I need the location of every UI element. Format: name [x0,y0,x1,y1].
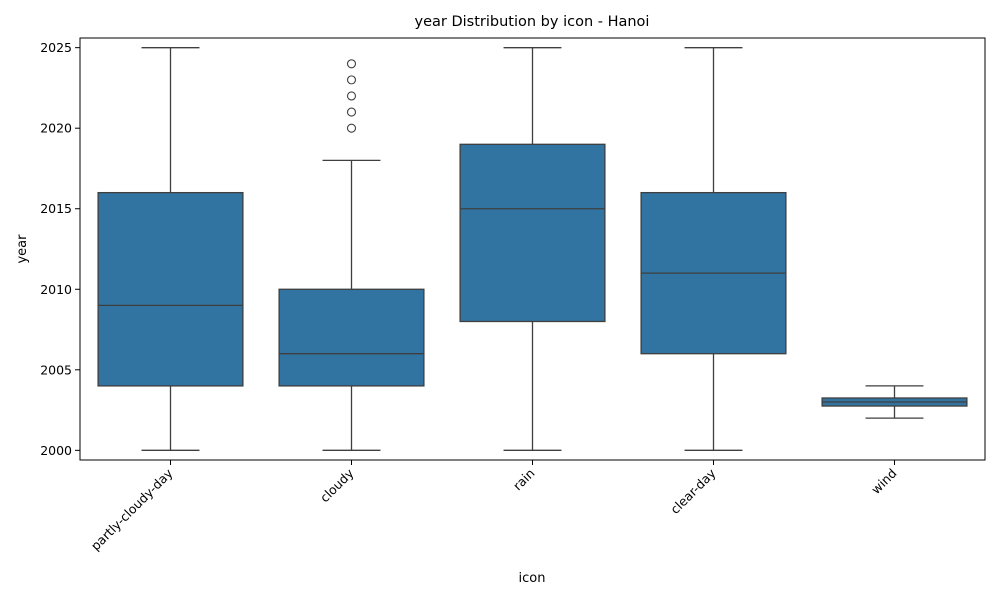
outlier-point [346,123,357,133]
box [278,288,425,387]
box [97,191,244,387]
chart-title: year Distribution by icon - Hanoi [415,14,650,30]
x-axis: partly-cloudy-day cloudy rain clear-day wind [88,460,900,553]
y-axis: 2000 2005 2010 2015 2020 2025 [40,40,80,458]
plot-area [97,47,968,451]
box [459,143,606,323]
box-group-clear-day [640,47,787,451]
y-tick-label: 2000 [40,443,72,458]
y-tick-label: 2005 [40,362,72,377]
box-group-rain [459,47,606,451]
outlier-point [346,59,357,69]
box-group-partly-cloudy-day [97,47,244,451]
x-axis-label: icon [519,571,546,586]
y-tick-label: 2010 [40,282,72,297]
y-tick-label: 2015 [40,201,72,216]
box-group-wind [821,385,968,419]
y-tick-label: 2025 [40,40,72,55]
outlier-point [346,91,357,101]
y-axis-label: year [15,234,30,264]
outlier-point [346,75,357,85]
x-tick-label: wind [868,466,900,498]
x-tick-label: partly-cloudy-day [88,465,176,553]
outlier-point [346,107,357,117]
x-tick-label: cloudy [317,465,357,505]
y-tick-label: 2020 [40,121,72,136]
x-tick-label: clear-day [667,465,719,517]
x-tick-label: rain [510,466,538,494]
box-group-cloudy [278,59,425,451]
